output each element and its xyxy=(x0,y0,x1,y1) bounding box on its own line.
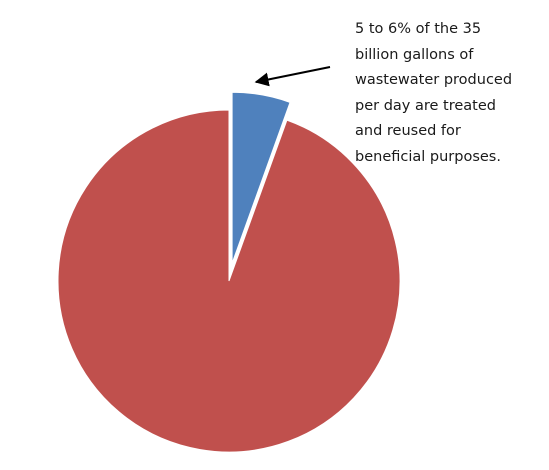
annotation-line: per day are treated xyxy=(355,97,496,114)
annotation-text: 5 to 6% of the 35 billion gallons of was… xyxy=(355,17,545,170)
pie-slices xyxy=(57,91,401,453)
annotation-line: wastewater produced xyxy=(355,72,513,88)
annotation-line: 5 to 6% of the 35 xyxy=(355,21,482,37)
annotation-line: billion gallons of xyxy=(355,46,474,63)
annotation-line: and reused for xyxy=(355,123,461,139)
pie-slice-0 xyxy=(231,91,291,264)
pie-slice-1 xyxy=(57,109,401,453)
annotation-line: beneficial purposes. xyxy=(355,148,501,165)
annotation-arrow xyxy=(254,66,331,87)
